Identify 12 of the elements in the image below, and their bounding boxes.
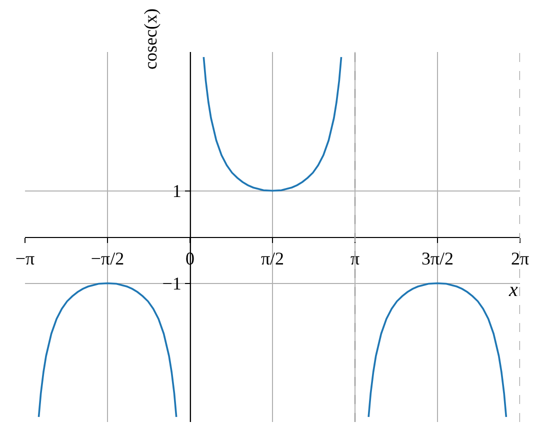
y-tick-label: 1 [172,181,182,202]
y-tick-label: −1 [162,274,182,294]
line-series [368,282,508,418]
x-tick-label: 2π [510,248,530,269]
x-tick-label: −π [15,248,35,269]
x-tick-label: −π/2 [90,248,124,269]
x-tick-label: 3π/2 [421,248,454,269]
x-tick-label: π [350,248,360,269]
x-axis-title: x [508,279,518,301]
line-series [202,56,342,192]
x-tick-label: π/2 [260,248,284,269]
y-axis-title: cosec(x) [140,8,160,70]
